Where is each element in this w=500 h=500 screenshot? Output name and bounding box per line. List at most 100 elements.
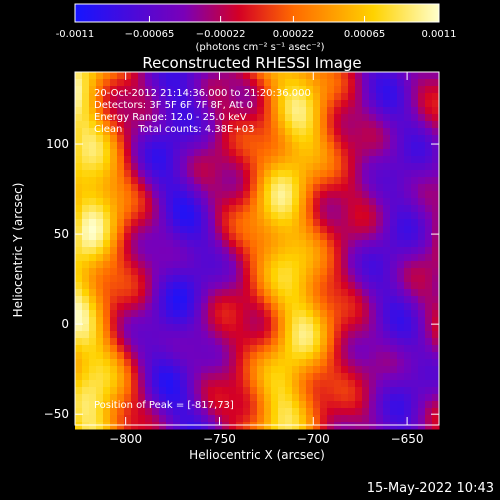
heatmap-cell (362, 415, 370, 423)
heatmap-cell (250, 240, 258, 248)
heatmap-cell (89, 156, 97, 164)
heatmap-cell (383, 310, 391, 318)
heatmap-cell (299, 142, 307, 150)
heatmap-cell (327, 198, 335, 206)
heatmap-cell (89, 408, 97, 416)
heatmap-cell (425, 170, 433, 178)
heatmap-cell (257, 79, 265, 87)
heatmap-cell (432, 338, 440, 346)
heatmap-cell (376, 177, 384, 185)
heatmap-cell (166, 219, 174, 227)
heatmap-cell (341, 387, 349, 395)
heatmap-cell (334, 401, 342, 409)
heatmap-cell (341, 79, 349, 87)
heatmap-cell (131, 422, 139, 430)
heatmap-cell (159, 310, 167, 318)
heatmap-cell (299, 226, 307, 234)
heatmap-cell (180, 380, 188, 388)
colorbar-tick-label: −0.00022 (196, 29, 246, 40)
heatmap-cell (383, 422, 391, 430)
heatmap-cell (152, 268, 160, 276)
heatmap-cell (152, 212, 160, 220)
heatmap-cell (383, 233, 391, 241)
heatmap-cell (278, 282, 286, 290)
heatmap-cell (306, 198, 314, 206)
heatmap-cell (124, 345, 132, 353)
heatmap-cell (320, 275, 328, 283)
heatmap-cell (250, 156, 258, 164)
heatmap-cell (208, 317, 216, 325)
heatmap-cell (362, 86, 370, 94)
heatmap-cell (313, 156, 321, 164)
heatmap-cell (110, 254, 118, 262)
heatmap-cell (278, 373, 286, 381)
heatmap-cell (376, 345, 384, 353)
heatmap-cell (201, 338, 209, 346)
heatmap-cell (89, 170, 97, 178)
heatmap-cell (390, 366, 398, 374)
heatmap-cell (264, 212, 272, 220)
heatmap-cell (432, 310, 440, 318)
heatmap-cell (271, 79, 279, 87)
heatmap-cell (166, 338, 174, 346)
heatmap-cell (96, 198, 104, 206)
heatmap-cell (376, 184, 384, 192)
heatmap-cell (103, 324, 111, 332)
heatmap-cell (180, 219, 188, 227)
heatmap-cell (418, 163, 426, 171)
heatmap-cell (432, 226, 440, 234)
heatmap-cell (208, 324, 216, 332)
heatmap-cell (131, 163, 139, 171)
heatmap-cell (257, 142, 265, 150)
heatmap-cell (166, 128, 174, 136)
heatmap-cell (89, 401, 97, 409)
heatmap-cell (75, 212, 83, 220)
heatmap-cell (89, 205, 97, 213)
heatmap-cell (222, 275, 230, 283)
heatmap-cell (243, 198, 251, 206)
heatmap-cell (418, 268, 426, 276)
heatmap-cell (124, 205, 132, 213)
heatmap-cell (138, 240, 146, 248)
heatmap-cell (341, 345, 349, 353)
heatmap-cell (208, 289, 216, 297)
heatmap-cell (215, 310, 223, 318)
heatmap-cell (299, 233, 307, 241)
heatmap-cell (194, 331, 202, 339)
heatmap-cell (271, 268, 279, 276)
heatmap-cell (271, 191, 279, 199)
heatmap-cell (215, 247, 223, 255)
heatmap-cell (82, 331, 90, 339)
heatmap-cell (355, 317, 363, 325)
heatmap-cell (145, 240, 153, 248)
heatmap-cell (89, 324, 97, 332)
heatmap-cell (334, 352, 342, 360)
heatmap-cell (327, 338, 335, 346)
heatmap-cell (152, 226, 160, 234)
heatmap-cell (404, 380, 412, 388)
heatmap-cell (285, 331, 293, 339)
heatmap-cell (124, 219, 132, 227)
heatmap-cell (152, 121, 160, 129)
heatmap-cell (236, 394, 244, 402)
heatmap-cell (306, 331, 314, 339)
heatmap-cell (201, 268, 209, 276)
heatmap-cell (299, 163, 307, 171)
heatmap-cell (243, 261, 251, 269)
heatmap-cell (362, 142, 370, 150)
heatmap-cell (131, 135, 139, 143)
heatmap-cell (145, 275, 153, 283)
heatmap-cell (208, 303, 216, 311)
heatmap-cell (432, 170, 440, 178)
heatmap-cell (327, 289, 335, 297)
heatmap-cell (103, 177, 111, 185)
heatmap-cell (404, 240, 412, 248)
heatmap-cell (201, 359, 209, 367)
heatmap-cell (96, 317, 104, 325)
heatmap-cell (320, 247, 328, 255)
heatmap-cell (180, 296, 188, 304)
heatmap-cell (243, 135, 251, 143)
heatmap-cell (145, 254, 153, 262)
heatmap-cell (411, 177, 419, 185)
heatmap-cell (397, 268, 405, 276)
